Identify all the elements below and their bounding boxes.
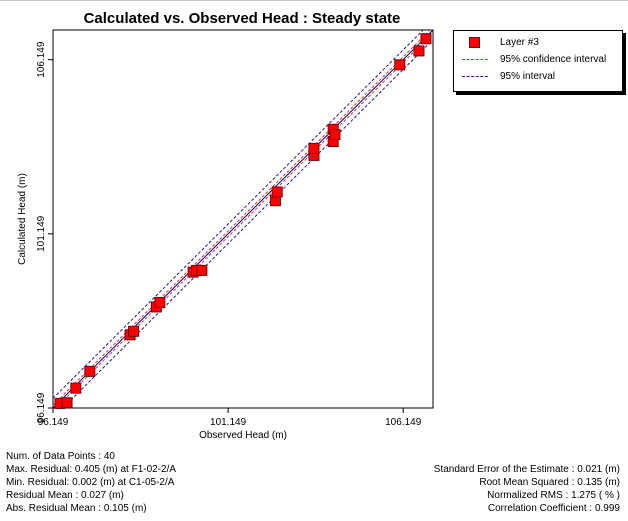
data-point xyxy=(70,382,82,394)
data-point xyxy=(413,45,425,57)
square-marker-icon xyxy=(462,36,488,48)
stat-residual-mean: Residual Mean : 0.027 (m) xyxy=(6,490,124,501)
stat-max-residual: Max. Residual: 0.405 (m) at F1-02-2/A xyxy=(6,464,177,475)
dashed-line-blue-icon xyxy=(462,70,488,82)
data-point xyxy=(329,129,341,141)
confidence-upper-line xyxy=(53,30,431,406)
stat-normalized-rms: Normalized RMS : 1.275 ( % ) xyxy=(487,490,620,501)
data-point xyxy=(271,186,283,198)
y-tick-label: 101.149 xyxy=(36,215,47,252)
legend-label-confidence: 95% confidence interval xyxy=(500,53,607,65)
stat-num-points: Num. of Data Points : 40 xyxy=(6,451,115,462)
legend-label-interval: 95% interval xyxy=(500,70,556,82)
data-point xyxy=(154,296,166,308)
stat-standard-error: Standard Error of the Estimate : 0.021 (… xyxy=(433,464,620,475)
legend-item-layer3: Layer #3 xyxy=(462,35,539,49)
stat-min-residual: Min. Residual: 0.002 (m) at C1-05-2/A xyxy=(6,477,175,488)
y-tick-label: 106.149 xyxy=(36,41,47,78)
stat-rms: Root Mean Squared : 0.135 (m) xyxy=(479,477,620,488)
legend-item-confidence: 95% confidence interval xyxy=(462,52,606,66)
dashed-line-red-icon xyxy=(462,53,488,65)
legend-label-layer3: Layer #3 xyxy=(500,36,539,48)
data-point xyxy=(196,264,208,276)
data-point xyxy=(308,142,320,154)
fit-line xyxy=(53,30,433,408)
data-point xyxy=(84,365,96,377)
legend-item-interval: 95% interval xyxy=(462,69,555,83)
data-point xyxy=(61,397,73,409)
fit-lines xyxy=(53,30,433,408)
legend: Layer #3 95% confidence interval 95% int… xyxy=(453,30,623,92)
stat-abs-residual-mean: Abs. Residual Mean : 0.105 (m) xyxy=(6,503,147,514)
x-tick-label: 101.149 xyxy=(210,417,247,428)
chart-title: Calculated vs. Observed Head : Steady st… xyxy=(83,10,401,27)
y-axis-label: Calculated Head (m) xyxy=(17,173,28,265)
scatter-plot: 96.149 101.149 106.149 96.149 101.149 106.149… xyxy=(17,29,434,441)
x-axis-label: Observed Head (m) xyxy=(199,430,287,441)
data-point xyxy=(420,33,432,45)
confidence-lower-line xyxy=(55,32,433,408)
stat-correlation: Correlation Coefficient : 0.999 xyxy=(487,503,620,514)
x-tick-label: 106.149 xyxy=(385,417,422,428)
interval-lower-line xyxy=(62,39,433,408)
interval-upper-line xyxy=(53,30,424,399)
x-tick-label: 96.149 xyxy=(38,417,69,428)
data-point xyxy=(128,325,140,337)
y-tick-label: 96.149 xyxy=(36,392,47,423)
data-point xyxy=(394,59,406,71)
